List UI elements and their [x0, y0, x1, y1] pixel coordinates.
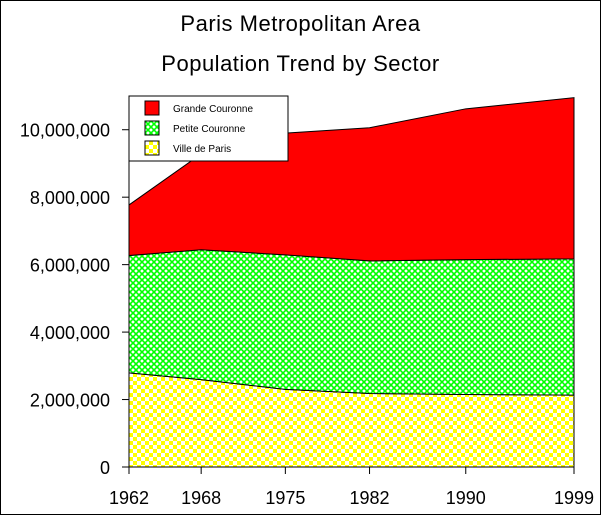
chart-subtitle: Population Trend by Sector	[161, 51, 440, 76]
legend-label-grande-couronne: Grande Couronne	[173, 104, 253, 115]
x-tick-label: 1990	[446, 488, 486, 508]
legend-swatch-grande-couronne	[144, 100, 160, 116]
x-tick-label: 1975	[265, 488, 305, 508]
areas-layer	[128, 97, 575, 468]
y-tick-label: 8,000,000	[30, 188, 110, 208]
legend-label-ville-de-paris: Ville de Paris	[173, 144, 231, 155]
y-tick-label: 4,000,000	[30, 323, 110, 343]
x-tick-label: 1982	[350, 488, 390, 508]
x-tick-label: 1962	[109, 488, 149, 508]
y-tick-label: 2,000,000	[30, 391, 110, 411]
y-tick-label: 10,000,000	[20, 121, 110, 141]
legend-label-petite-couronne: Petite Couronne	[173, 124, 246, 135]
legend-swatch-petite-couronne	[144, 120, 160, 136]
chart-title: Paris Metropolitan Area	[180, 11, 421, 36]
area-petite-couronne	[128, 249, 575, 396]
y-tick-label: 0	[100, 458, 110, 478]
legend-swatch-ville-de-paris	[144, 140, 160, 156]
x-tick-label: 1968	[181, 488, 221, 508]
legend: Grande Couronne Petite Couronne Ville de P…	[128, 95, 289, 162]
y-tick-label: 6,000,000	[30, 256, 110, 276]
x-tick-label: 1999	[554, 488, 594, 508]
